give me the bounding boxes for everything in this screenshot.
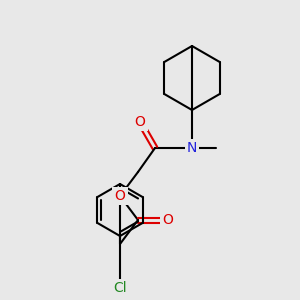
Text: O: O <box>115 189 125 203</box>
Text: Cl: Cl <box>113 281 127 295</box>
Text: O: O <box>135 115 146 129</box>
Text: N: N <box>187 141 197 155</box>
Text: O: O <box>163 213 173 227</box>
